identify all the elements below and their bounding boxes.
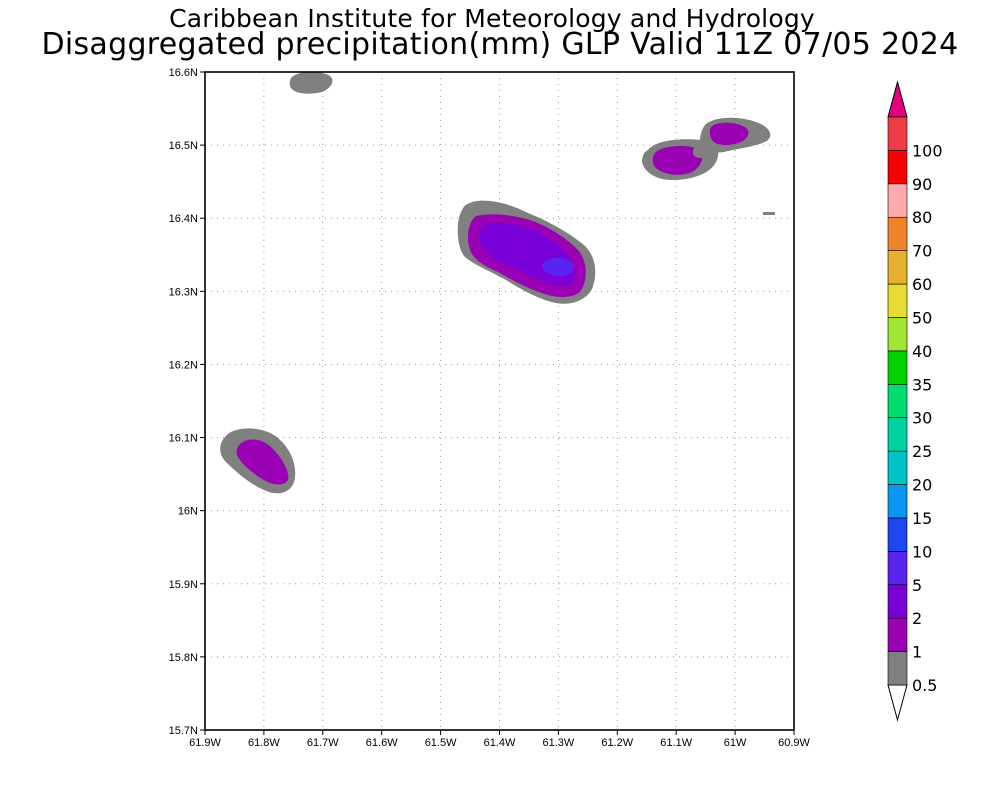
colorbar-label: 80 xyxy=(912,208,932,227)
colorbar-swatch xyxy=(887,584,908,619)
x-tick-label: 61.8W xyxy=(248,737,280,749)
y-tick-label: 16.2N xyxy=(169,359,198,371)
x-tick-label: 60.9W xyxy=(778,737,810,749)
x-axis-ticks: 61.9W 61.8W 61.7W 61.6W 61.5W 61.4W 61.3W 61.2W… xyxy=(189,730,811,749)
colorbar-swatch xyxy=(887,450,908,485)
colorbar-label: 70 xyxy=(912,242,932,261)
colorbar-label: 100 xyxy=(912,141,943,160)
y-tick-label: 16N xyxy=(178,506,198,518)
colorbar-swatch xyxy=(887,383,908,419)
y-tick-label: 16.4N xyxy=(169,213,198,225)
colorbar-swatch xyxy=(887,551,908,586)
y-tick-label: 16.6N xyxy=(169,67,198,79)
colorbar-swatch xyxy=(887,183,908,218)
colorbar-swatch xyxy=(887,484,908,519)
colorbar-label: 0.5 xyxy=(912,676,937,695)
colorbar-label: 15 xyxy=(912,509,932,528)
colorbar-swatch xyxy=(887,317,908,352)
colorbar-swatch xyxy=(887,517,908,552)
colorbar-label: 30 xyxy=(912,409,932,428)
precip-cell-north-edge xyxy=(289,71,333,94)
colorbar-label: 10 xyxy=(912,542,932,561)
colorbar-swatch xyxy=(887,283,908,318)
colorbar-swatch xyxy=(887,150,908,185)
x-tick-label: 61.1W xyxy=(660,737,692,749)
precip-cell-northeast-2 xyxy=(692,117,771,159)
colorbar-swatch xyxy=(887,350,908,385)
title-line-1: Caribbean Institute for Meteorology and … xyxy=(169,4,815,33)
colorbar-label: 25 xyxy=(912,442,932,461)
colorbar-swatch xyxy=(887,116,908,151)
colorbar-swatch xyxy=(887,617,908,652)
precip-cell-west xyxy=(220,428,296,494)
x-tick-label: 61.5W xyxy=(425,737,457,749)
x-tick-label: 61.4W xyxy=(484,737,516,749)
colorbar-label: 90 xyxy=(912,175,932,194)
colorbar-label: 50 xyxy=(912,308,932,327)
x-tick-label: 61.9W xyxy=(189,737,221,749)
map-frame xyxy=(205,72,794,730)
title-line-2: Disaggregated precipitation(mm) GLP Vali… xyxy=(41,27,959,62)
y-tick-label: 16.3N xyxy=(169,286,198,298)
colorbar-label: 40 xyxy=(912,342,932,361)
colorbar-label: 5 xyxy=(912,576,922,595)
colorbar-label: 60 xyxy=(912,275,932,294)
x-tick-label: 61.2W xyxy=(601,737,633,749)
y-tick-label: 16.5N xyxy=(169,140,198,152)
colorbar-top-arrow xyxy=(887,80,908,118)
colorbar-swatch xyxy=(887,216,908,251)
x-tick-label: 61W xyxy=(724,737,747,749)
x-tick-label: 61.7W xyxy=(307,737,339,749)
precip-cell-tiny-east xyxy=(763,212,775,215)
y-tick-label: 15.8N xyxy=(169,652,198,664)
colorbar-swatch xyxy=(887,250,908,285)
colorbar-swatch xyxy=(887,651,908,686)
x-tick-label: 61.6W xyxy=(366,737,398,749)
colorbar-bottom-arrow xyxy=(887,684,908,722)
colorbar-label: 2 xyxy=(912,609,922,628)
y-tick-label: 16.1N xyxy=(169,433,198,445)
precip-cell-central xyxy=(457,200,596,304)
y-tick-label: 15.9N xyxy=(169,579,198,591)
x-tick-label: 61.3W xyxy=(543,737,575,749)
colorbar-label: 1 xyxy=(912,643,922,662)
y-axis-ticks: 16.6N 16.5N 16.4N 16.3N 16.2N 16.1N 16N 15.9N 15… xyxy=(169,67,205,737)
colorbar-label: 20 xyxy=(912,476,932,495)
y-tick-label: 15.7N xyxy=(169,725,198,737)
colorbar-label: 35 xyxy=(912,375,932,394)
colorbar-swatch xyxy=(887,417,908,452)
